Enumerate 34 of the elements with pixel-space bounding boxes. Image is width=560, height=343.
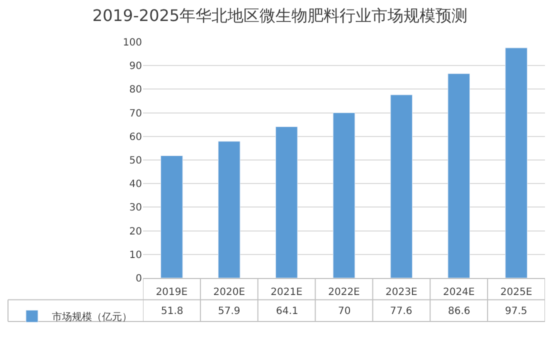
y-tick-label: 60 — [129, 132, 142, 143]
data-label: 70 — [338, 306, 351, 317]
y-tick-label: 80 — [129, 84, 142, 96]
data-label: 77.6 — [390, 306, 412, 317]
x-tick-label: 2023E — [386, 287, 418, 298]
bar — [390, 94, 413, 278]
y-tick-label: 40 — [129, 179, 142, 190]
bar — [505, 48, 528, 278]
y-tick-label: 0 — [136, 274, 142, 284]
data-label: 64.1 — [276, 306, 298, 317]
bar — [448, 73, 470, 278]
x-tick-label: 2021E — [270, 287, 302, 298]
y-tick-label: 50 — [129, 156, 142, 166]
data-label: 86.6 — [448, 306, 470, 317]
y-tick-label: 90 — [129, 61, 142, 72]
x-tick-label: 2025E — [500, 287, 532, 298]
data-label: 97.5 — [505, 306, 528, 317]
x-tick-label: 2022E — [328, 287, 360, 298]
y-tick-label: 30 — [129, 202, 142, 214]
legend-label: 市场规模（亿元） — [52, 311, 132, 324]
y-tick-label: 20 — [129, 226, 142, 238]
chart-title: 2019-2025年华北地区微生物肥料行业市场规模预测 — [92, 6, 468, 26]
data-label: 57.9 — [218, 306, 240, 317]
data-label: 51.8 — [161, 306, 184, 317]
y-tick-label: 100 — [122, 38, 142, 48]
bar — [275, 126, 298, 278]
bar — [332, 112, 356, 278]
x-tick-label: 2020E — [213, 287, 246, 298]
bar — [160, 156, 183, 278]
x-tick-label: 2024E — [442, 287, 475, 298]
x-tick-label: 2019E — [156, 287, 188, 298]
bar — [218, 141, 240, 278]
y-tick-label: 10 — [129, 250, 142, 261]
y-tick-label: 70 — [129, 108, 142, 120]
